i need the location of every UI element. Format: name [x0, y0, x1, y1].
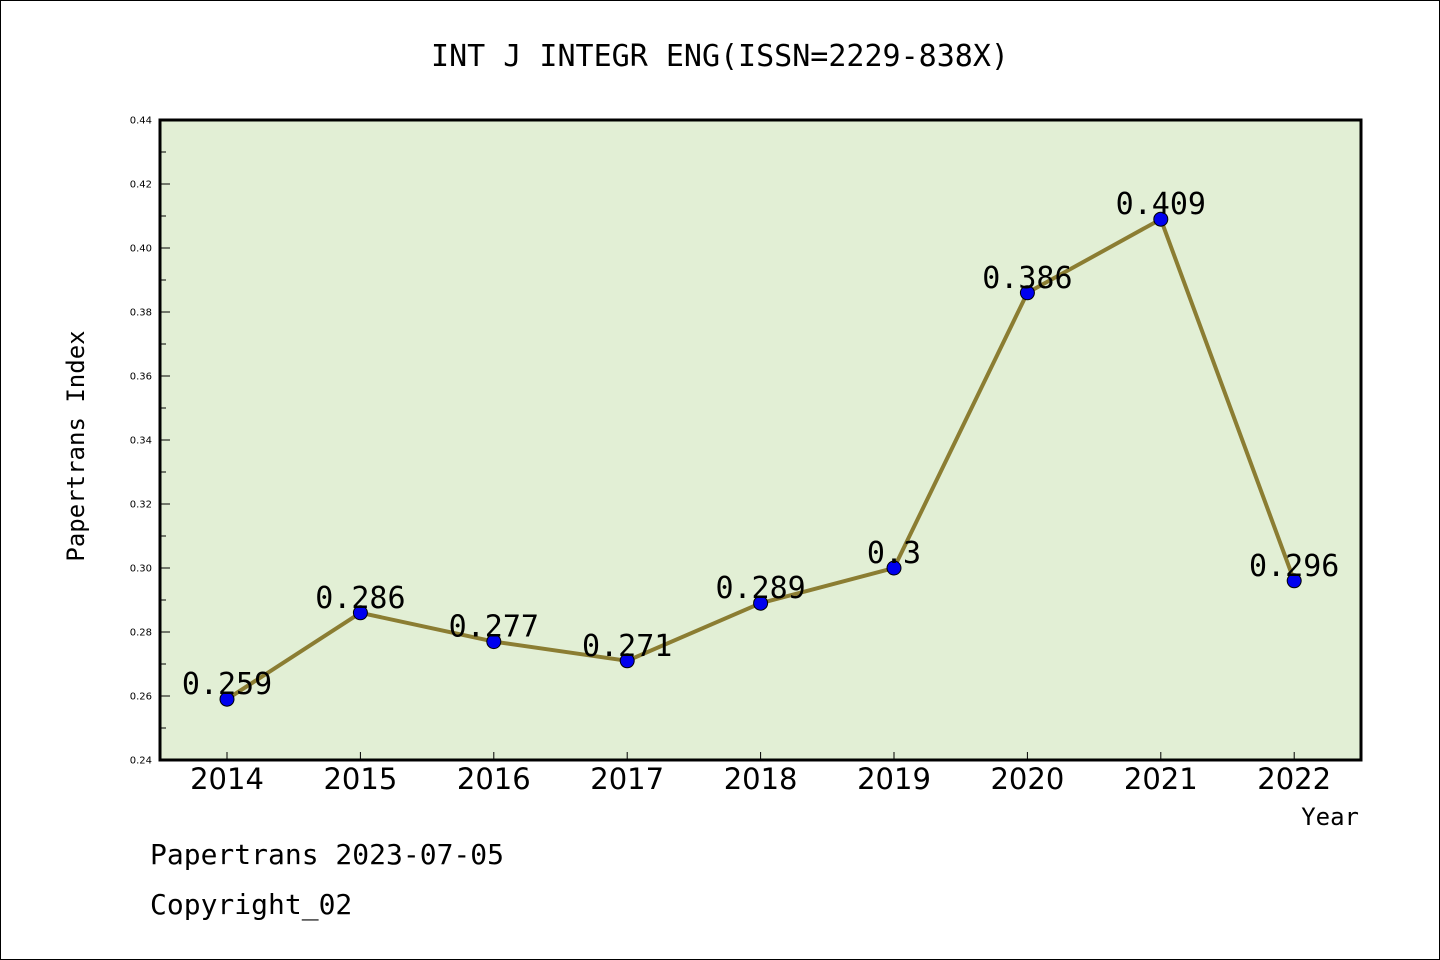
data-label: 0.259 — [182, 667, 272, 702]
x-tick-label: 2018 — [724, 762, 798, 796]
data-label: 0.296 — [1249, 549, 1339, 584]
x-tick-label: 2021 — [1124, 762, 1198, 796]
y-axis-label: Papertrans Index — [62, 330, 90, 561]
y-tick-label: 0.40 — [130, 244, 152, 255]
data-label: 0.277 — [449, 610, 539, 645]
data-point — [219, 691, 235, 707]
data-label: 0.289 — [715, 571, 805, 606]
data-label: 0.409 — [1116, 187, 1206, 222]
x-axis-label: Year — [1301, 803, 1359, 831]
y-tick-label: 0.28 — [130, 628, 152, 639]
y-tick-label: 0.30 — [130, 564, 152, 575]
y-tick-label: 0.34 — [130, 436, 152, 447]
series-group: 0.259 0.286 0.277 0.271 0.289 0.3 0.386 0.409 0.… — [182, 187, 1339, 707]
data-point — [886, 560, 902, 576]
y-axis-ticks: 0.24 0.26 0.28 0.30 0.32 0.34 0.36 0.38 0.40 0.42… — [130, 116, 170, 767]
x-tick-label: 2015 — [323, 762, 397, 796]
x-tick-label: 2020 — [990, 762, 1064, 796]
x-tick-label: 2016 — [457, 762, 531, 796]
data-label: 0.271 — [582, 629, 672, 664]
y-tick-label: 0.38 — [130, 308, 152, 319]
y-tick-label: 0.36 — [130, 372, 152, 383]
y-tick-label: 0.42 — [130, 180, 152, 191]
x-tick-label: 2019 — [857, 762, 931, 796]
footer-copyright: Copyright_02 — [150, 888, 352, 922]
data-point — [1286, 573, 1302, 589]
x-tick-label: 2017 — [590, 762, 664, 796]
data-point — [619, 653, 635, 669]
x-tick-label: 2022 — [1257, 762, 1331, 796]
y-tick-label: 0.26 — [130, 692, 152, 703]
x-axis-ticks: 2014 2015 2016 2017 2018 2019 2020 2021 2022 — [190, 752, 1331, 796]
y-tick-label: 0.24 — [130, 756, 152, 767]
data-point — [352, 605, 368, 621]
x-tick-label: 2014 — [190, 762, 264, 796]
y-tick-label: 0.44 — [130, 116, 152, 127]
data-label: 0.286 — [315, 581, 405, 616]
data-point — [486, 634, 502, 650]
chart-title: INT J INTEGR ENG(ISSN=2229-838X) — [431, 39, 1009, 74]
data-label: 0.386 — [982, 261, 1072, 296]
y-tick-label: 0.32 — [130, 500, 152, 511]
plot-border — [158, 118, 1363, 762]
data-point — [753, 595, 769, 611]
data-label: 0.3 — [867, 536, 921, 571]
data-point — [1019, 285, 1035, 301]
footer-date: Papertrans 2023-07-05 — [150, 838, 504, 871]
data-point — [1153, 211, 1169, 227]
